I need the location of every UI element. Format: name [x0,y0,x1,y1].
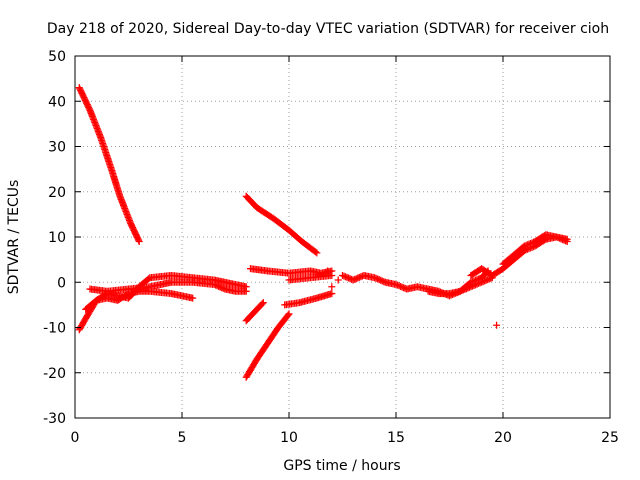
gridlines [75,56,610,418]
y-tick-label: 0 [57,275,66,291]
data-points [75,84,571,381]
x-tick-label: 15 [387,430,405,446]
y-tick-label: 50 [48,49,66,65]
y-tick-label: 30 [48,140,66,156]
x-tick-label: 10 [280,430,298,446]
data-point [242,287,250,295]
y-tick-label: 10 [48,230,66,246]
x-tick-label: 20 [494,430,512,446]
y-tick-label: 20 [48,185,66,201]
y-axis-label: SDTVAR / TECUs [6,180,22,295]
data-point [285,310,293,318]
data-point [334,276,342,284]
chart-title: Day 218 of 2020, Sidereal Day-to-day VTE… [47,21,609,37]
data-point [189,294,197,302]
data-point [135,236,143,244]
data-point [284,311,292,319]
x-tick-label: 5 [178,430,187,446]
y-tick-label: -10 [43,321,66,337]
data-point [324,267,332,275]
data-point [563,235,571,243]
data-point [259,299,267,307]
data-point [328,290,336,298]
data-point [313,249,321,257]
y-axis-ticks: -30 -20 -10 0 10 20 30 40 50 [43,49,610,427]
x-tick-label: 25 [601,430,619,446]
y-tick-label: -20 [43,366,66,382]
x-axis-ticks: 0 5 10 15 20 25 [71,56,619,446]
y-tick-label: -30 [43,411,66,427]
y-tick-label: 40 [48,94,66,110]
data-point [135,238,143,246]
data-point [493,321,501,329]
x-tick-label: 0 [71,430,80,446]
data-point [258,300,266,308]
data-point [312,248,320,256]
x-axis-label: GPS time / hours [283,458,400,474]
data-point [328,271,336,279]
data-point [328,283,336,291]
